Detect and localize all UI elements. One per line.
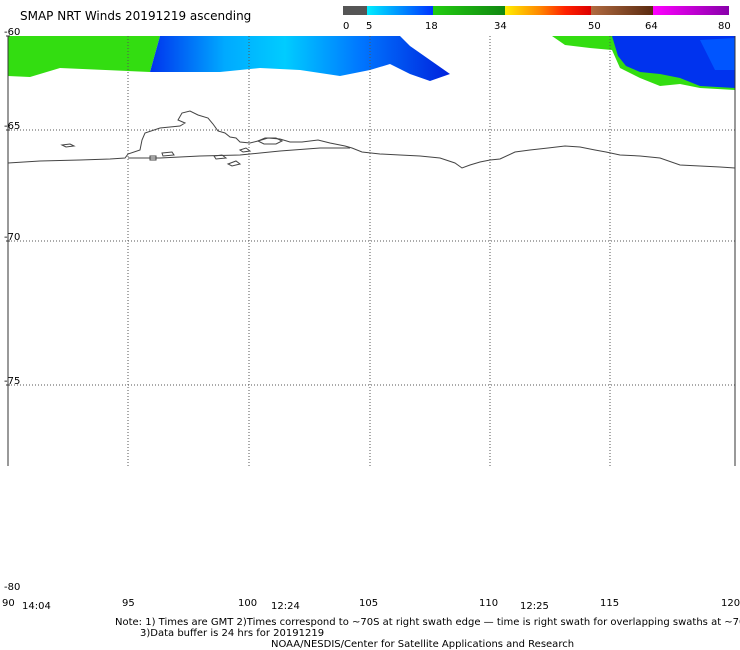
map-frame [6, 35, 736, 466]
colorbar-tick-5: 5 [366, 21, 372, 32]
lon-label-115: 115 [600, 598, 619, 609]
swath-left-blue [150, 36, 450, 81]
colorbar-segment-0-5 [343, 6, 367, 15]
colorbar-tick-18: 18 [425, 21, 438, 32]
colorbar-tick-50: 50 [588, 21, 601, 32]
footer-note-line2: 3)Data buffer is 24 hrs for 20191219 [140, 628, 324, 639]
colorbar-segment-34-50 [505, 6, 591, 15]
swath-right-blue [612, 36, 735, 88]
wind-swaths [8, 36, 735, 90]
lat-label-80: -80 [4, 582, 20, 593]
time-label-1: 14:04 [22, 601, 51, 612]
lon-label-105: 105 [359, 598, 378, 609]
lat-label-65: -65 [4, 121, 20, 132]
time-label-2: 12:24 [271, 601, 300, 612]
lon-label-95: 95 [122, 598, 135, 609]
map-title: SMAP NRT Winds 20191219 ascending [20, 9, 251, 23]
lat-label-75: -75 [4, 376, 20, 387]
footer: Note: 1) Times are GMT 2)Times correspon… [115, 617, 740, 650]
footer-credit: NOAA/NESDIS/Center for Satellite Applica… [271, 639, 574, 650]
lon-label-120: 120 [721, 598, 740, 609]
graticule [8, 36, 735, 466]
colorbar-segment-5-18 [367, 6, 433, 15]
swath-right-blue-light [700, 38, 735, 70]
lon-label-100: 100 [238, 598, 257, 609]
colorbar-tick-0: 0 [343, 21, 349, 32]
colorbar-segment-50-64 [591, 6, 653, 15]
colorbar-segment-64-80 [653, 6, 729, 15]
colorbar-tick-80: 80 [718, 21, 731, 32]
latitude-labels: -60 -65 -70 -75 -80 [4, 27, 20, 593]
time-labels: 14:04 12:24 12:25 [22, 601, 549, 612]
lat-label-60: -60 [4, 27, 20, 38]
coastline [7, 110, 736, 169]
footer-note-line1: Note: 1) Times are GMT 2)Times correspon… [115, 617, 740, 628]
time-label-3: 12:25 [520, 601, 549, 612]
lat-label-70: -70 [4, 232, 20, 243]
longitude-labels: 90 95 100 105 110 115 120 [2, 598, 740, 609]
colorbar-tick-64: 64 [645, 21, 658, 32]
colorbar-segment-18-34 [433, 6, 505, 15]
swath-left-green [8, 36, 160, 77]
lon-label-110: 110 [479, 598, 498, 609]
colorbar-tick-34: 34 [494, 21, 507, 32]
colorbar: 0 5 18 34 50 64 80 [343, 6, 731, 32]
lon-label-90: 90 [2, 598, 15, 609]
